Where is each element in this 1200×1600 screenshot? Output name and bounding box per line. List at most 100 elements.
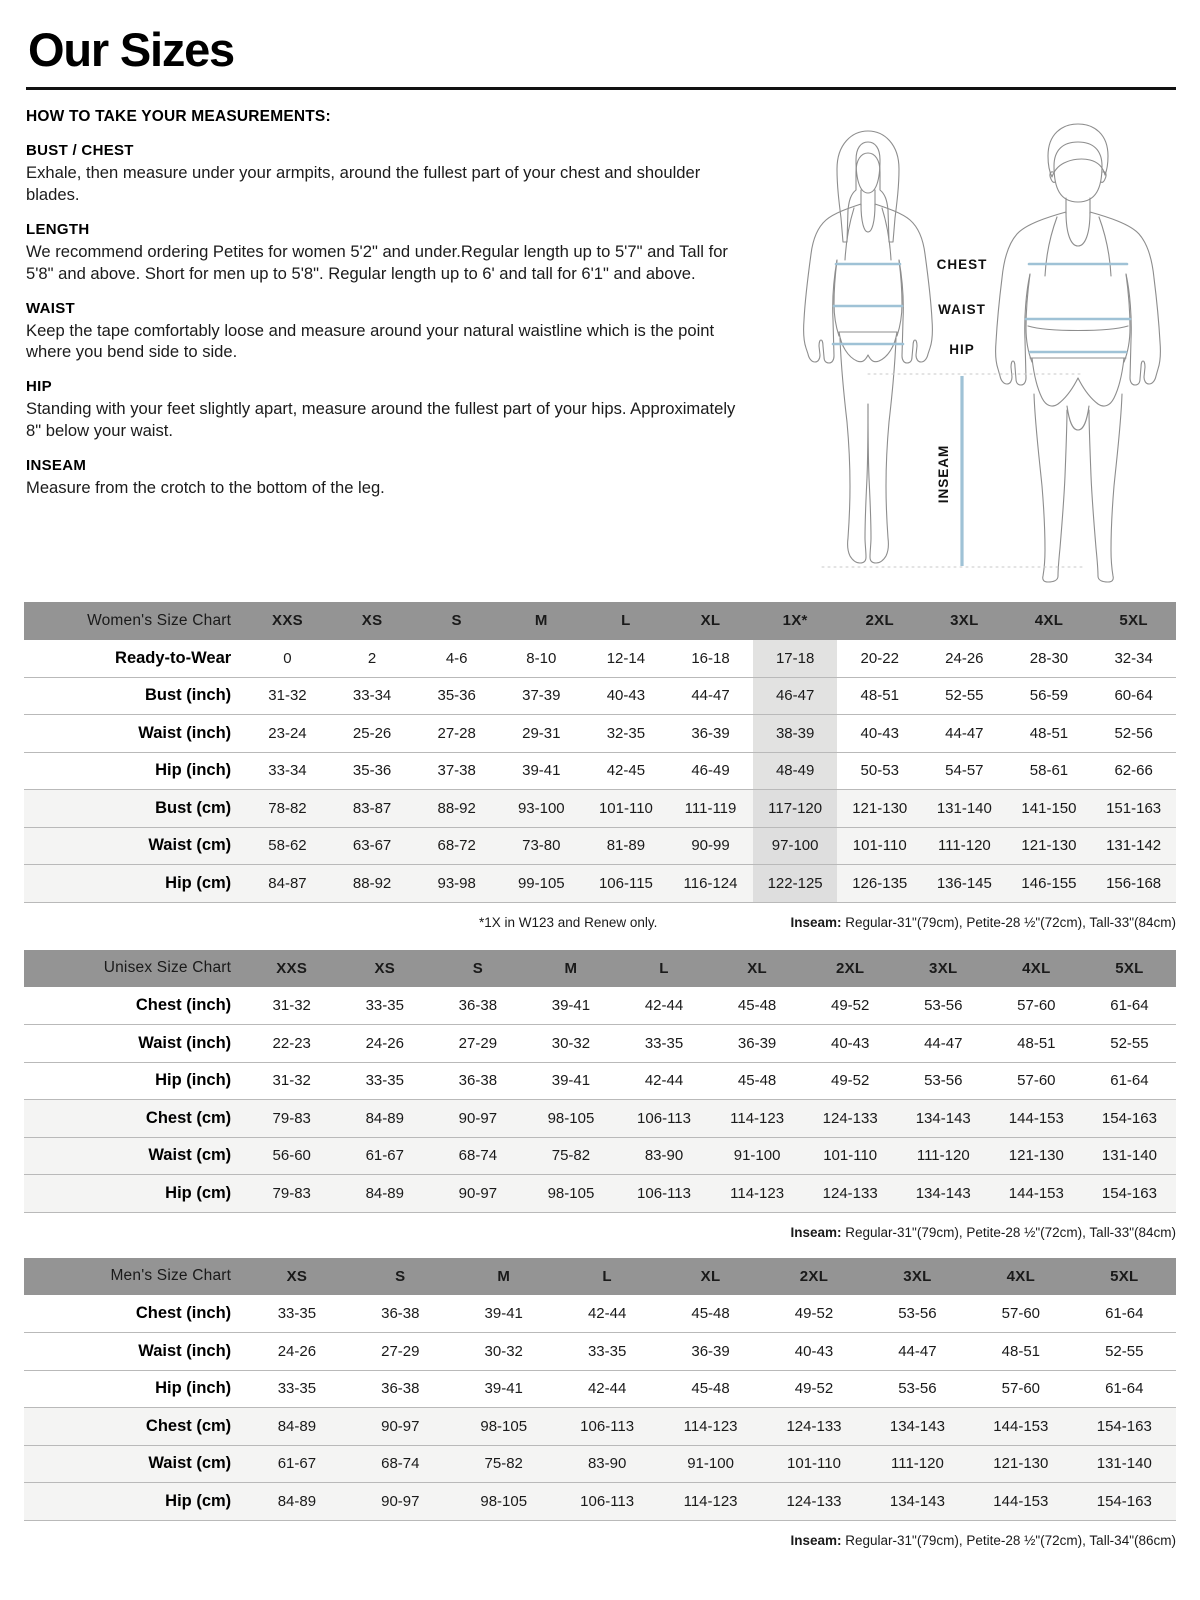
table-row: Bust (inch) 31-32 33-34 35-36 37-39 40-43 44-4…: [24, 677, 1176, 715]
measurement-cell: 35-36: [414, 677, 499, 715]
measurement-cell: 154-163: [1072, 1482, 1176, 1520]
table-row: Hip (inch) 33-34 35-36 37-38 39-41 42-45 46-49…: [24, 752, 1176, 790]
size-column-header: 2XL: [803, 949, 897, 987]
measurement-cell: 53-56: [896, 987, 990, 1025]
measurement-cell: 117-120: [752, 789, 838, 827]
measurement-cell: 56-60: [245, 1137, 339, 1175]
row-header: Hip (inch): [24, 1062, 246, 1100]
measurement-cell: 46-49: [668, 752, 753, 790]
size-column-header: 1X*: [752, 602, 838, 640]
measurement-cell: 93-100: [499, 789, 584, 827]
measurement-cell: 33-34: [245, 752, 330, 790]
measurement-cell: 32-35: [583, 714, 669, 752]
row-header: Waist (cm): [24, 1445, 246, 1483]
measurement-cell: 53-56: [865, 1295, 970, 1333]
size-column-header: XL: [710, 949, 804, 987]
row-header: Hip (cm): [24, 1482, 246, 1520]
measurement-cell: 46-47: [752, 677, 838, 715]
size-column-header: 4XL: [989, 949, 1083, 987]
measurement-cell: 45-48: [658, 1295, 763, 1333]
measurement-cell: 63-67: [329, 827, 415, 865]
table-row: Waist (inch) 23-24 25-26 27-28 29-31 32-35 36-…: [24, 714, 1176, 752]
measurement-cell: 17-18: [752, 639, 838, 677]
unisex-footnotes: Inseam: Regular-31"(79cm), Petite-28 ½"(…: [24, 1225, 1176, 1240]
measurement-cell: 36-38: [431, 987, 525, 1025]
measurement-cell: 90-97: [348, 1407, 453, 1445]
measurement-description: Standing with your feet slightly apart, …: [26, 399, 736, 441]
row-header: Chest (cm): [24, 1099, 246, 1137]
table-row: Ready-to-Wear 0 2 4-6 8-10 12-14 16-18 17-18 20-…: [24, 639, 1176, 677]
row-header: Ready-to-Wear: [24, 639, 246, 677]
measurement-cell: 45-48: [710, 1062, 804, 1100]
measurement-cell: 20-22: [837, 639, 923, 677]
size-column-header: M: [524, 949, 618, 987]
measurement-cell: 114-123: [710, 1099, 804, 1137]
measurement-cell: 98-105: [452, 1482, 556, 1520]
measurement-block-bust-chest: BUST / CHEST Exhale, then measure under …: [26, 142, 766, 206]
womens-chart-title: Women's Size Chart: [24, 602, 246, 640]
size-column-header: XXS: [245, 602, 330, 640]
measurement-cell: 29-31: [499, 714, 584, 752]
measurement-cell: 31-32: [245, 677, 330, 715]
measurement-cell: 40-43: [583, 677, 669, 715]
measurement-cell: 75-82: [452, 1445, 556, 1483]
size-column-header: 2XL: [762, 1257, 866, 1295]
measurement-cell: 98-105: [524, 1099, 618, 1137]
measurement-block-waist: WAIST Keep the tape comfortably loose an…: [26, 300, 766, 364]
measurement-cell: 36-39: [710, 1024, 804, 1062]
womens-footnote-inseam: Inseam: Regular-31"(79cm), Petite-28 ½"(…: [790, 915, 1176, 930]
mens-size-chart-table: Men's Size Chart XS S M L XL 2XL 3XL 4XL 5XL Che…: [24, 1257, 1176, 1521]
measurement-cell: 93-98: [414, 864, 499, 902]
size-column-header: M: [499, 602, 584, 640]
mens-footnotes: Inseam: Regular-31"(79cm), Petite-28 ½"(…: [24, 1533, 1176, 1548]
measurement-cell: 49-52: [762, 1370, 866, 1408]
body-measurement-diagram: CHEST WAIST HIP INSEAM: [776, 114, 1176, 584]
howto-heading: HOW TO TAKE YOUR MEASUREMENTS:: [26, 108, 331, 125]
female-measure-lines: [831, 262, 905, 346]
measurement-cell: 48-51: [989, 1024, 1083, 1062]
measurement-cell: 98-105: [524, 1174, 618, 1212]
measurement-cell: 101-110: [837, 827, 923, 865]
row-header: Hip (cm): [24, 864, 246, 902]
unisex-size-chart-table: Unisex Size Chart XXS XS S M L XL 2XL 3XL 4XL 5XL…: [24, 949, 1176, 1213]
measurement-cell: 12-14: [583, 639, 669, 677]
womens-table-body: Ready-to-Wear 0 2 4-6 8-10 12-14 16-18 17-18 20-…: [24, 639, 1176, 902]
table-row: Hip (cm) 84-87 88-92 93-98 99-105 106-115 116-…: [24, 864, 1176, 902]
table-row: Waist (cm) 61-67 68-74 75-82 83-90 91-100 101-…: [24, 1445, 1176, 1483]
measurement-cell: 39-41: [452, 1370, 556, 1408]
row-header: Waist (inch): [24, 714, 246, 752]
measurement-cell: 57-60: [969, 1370, 1073, 1408]
unisex-table-head: Unisex Size Chart XXS XS S M L XL 2XL 3XL 4XL 5XL: [24, 949, 1176, 987]
measurement-cell: 61-67: [245, 1445, 349, 1483]
body-figures-svg: CHEST WAIST HIP INSEAM: [803, 123, 1161, 583]
measurement-cell: 40-43: [762, 1332, 866, 1370]
measurement-description: We recommend ordering Petites for women …: [26, 241, 728, 283]
womens-footnotes: *1X in W123 and Renew only. Inseam: Regu…: [24, 915, 1176, 932]
measurement-cell: 30-32: [524, 1024, 618, 1062]
measurement-cell: 49-52: [803, 987, 897, 1025]
measurement-description: Measure from the crotch to the bottom of…: [26, 478, 385, 498]
measurement-cell: 42-44: [617, 1062, 711, 1100]
measurement-cell: 33-35: [338, 987, 432, 1025]
measurement-cell: 154-163: [1082, 1099, 1176, 1137]
measurement-cell: 114-123: [658, 1407, 763, 1445]
measurement-cell: 124-133: [803, 1174, 897, 1212]
measurement-cell: 84-89: [338, 1174, 432, 1212]
measurement-cell: 124-133: [762, 1482, 866, 1520]
measurement-cell: 144-153: [989, 1099, 1083, 1137]
row-header: Waist (cm): [24, 827, 246, 865]
measurement-cell: 91-100: [658, 1445, 763, 1483]
measurement-cell: 88-92: [414, 789, 499, 827]
measurement-cell: 24-26: [338, 1024, 432, 1062]
measurement-cell: 111-120: [922, 827, 1007, 865]
measurement-cell: 27-28: [414, 714, 499, 752]
unisex-header-row: Unisex Size Chart XXS XS S M L XL 2XL 3XL 4XL 5XL: [24, 949, 1176, 987]
measurement-cell: 134-143: [865, 1482, 970, 1520]
measurement-block-hip: HIP Standing with your feet slightly apa…: [26, 378, 766, 442]
measurement-cell: 106-113: [617, 1099, 711, 1137]
measurement-cell: 42-45: [583, 752, 669, 790]
measurement-cell: 23-24: [245, 714, 330, 752]
unisex-chart-title: Unisex Size Chart: [24, 949, 246, 987]
measurement-cell: 79-83: [245, 1174, 339, 1212]
measurement-cell: 141-150: [1006, 789, 1092, 827]
